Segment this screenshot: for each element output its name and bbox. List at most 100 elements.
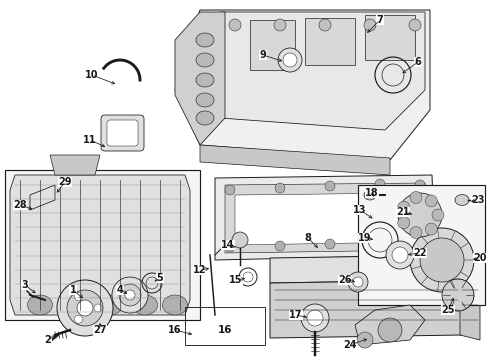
Polygon shape (459, 255, 479, 340)
Circle shape (318, 19, 330, 31)
Circle shape (363, 19, 375, 31)
Text: 10: 10 (85, 70, 99, 80)
Circle shape (385, 241, 413, 269)
Text: 12: 12 (193, 265, 206, 275)
Text: 11: 11 (83, 135, 97, 145)
Polygon shape (10, 175, 190, 315)
Text: 22: 22 (412, 248, 426, 258)
Circle shape (125, 290, 135, 300)
Circle shape (408, 19, 420, 31)
Ellipse shape (62, 295, 87, 315)
Polygon shape (175, 12, 224, 145)
Circle shape (356, 332, 372, 348)
Circle shape (431, 209, 443, 221)
Circle shape (274, 183, 285, 193)
Circle shape (112, 277, 148, 313)
Text: 26: 26 (338, 275, 351, 285)
FancyBboxPatch shape (101, 115, 143, 151)
Circle shape (441, 279, 473, 311)
Circle shape (352, 277, 362, 287)
Text: 17: 17 (289, 310, 302, 320)
Polygon shape (354, 305, 424, 345)
Text: 25: 25 (440, 305, 454, 315)
Circle shape (397, 217, 409, 229)
Text: 27: 27 (93, 325, 106, 335)
Text: 16: 16 (217, 325, 232, 335)
Ellipse shape (27, 295, 52, 315)
Circle shape (425, 195, 436, 207)
Ellipse shape (363, 190, 375, 200)
Polygon shape (175, 10, 429, 160)
Text: 2: 2 (44, 335, 51, 345)
Text: 13: 13 (352, 205, 366, 215)
Text: 4: 4 (116, 285, 123, 295)
Circle shape (278, 48, 302, 72)
Circle shape (397, 201, 409, 213)
Circle shape (74, 315, 82, 323)
Circle shape (119, 284, 141, 306)
Circle shape (231, 232, 247, 248)
Circle shape (409, 226, 421, 239)
Circle shape (228, 19, 241, 31)
Circle shape (397, 193, 441, 237)
Text: 6: 6 (414, 57, 421, 67)
Circle shape (374, 237, 384, 247)
Polygon shape (50, 155, 100, 175)
Circle shape (274, 241, 285, 251)
Text: 24: 24 (343, 340, 356, 350)
Bar (184, 307, 264, 345)
Text: 19: 19 (358, 233, 371, 243)
Bar (357, 185, 484, 305)
FancyBboxPatch shape (107, 120, 138, 146)
Circle shape (74, 293, 82, 301)
Polygon shape (364, 15, 414, 60)
Polygon shape (235, 193, 415, 245)
Circle shape (377, 318, 401, 342)
Circle shape (283, 53, 296, 67)
Ellipse shape (97, 295, 122, 315)
Circle shape (224, 242, 235, 252)
Polygon shape (305, 18, 354, 65)
Text: 14: 14 (221, 240, 234, 250)
Ellipse shape (454, 194, 468, 206)
Circle shape (414, 235, 424, 245)
Text: 15: 15 (229, 275, 242, 285)
Text: 16: 16 (168, 325, 182, 335)
Circle shape (425, 223, 436, 235)
Ellipse shape (196, 33, 214, 47)
Ellipse shape (196, 93, 214, 107)
Circle shape (306, 310, 323, 326)
Text: 28: 28 (13, 200, 27, 210)
Circle shape (57, 280, 113, 336)
Circle shape (301, 304, 328, 332)
Polygon shape (224, 183, 426, 253)
Text: 1: 1 (69, 285, 76, 295)
Text: 9: 9 (259, 50, 266, 60)
Circle shape (273, 19, 285, 31)
Circle shape (409, 192, 421, 203)
Circle shape (67, 290, 103, 326)
Ellipse shape (162, 295, 187, 315)
Text: 3: 3 (21, 280, 28, 290)
Circle shape (374, 179, 384, 189)
Circle shape (325, 239, 334, 249)
Polygon shape (200, 145, 389, 175)
Text: 18: 18 (365, 188, 378, 198)
Polygon shape (215, 175, 434, 260)
Polygon shape (269, 280, 461, 338)
Text: 7: 7 (376, 15, 383, 25)
Circle shape (224, 185, 235, 195)
Polygon shape (269, 255, 461, 283)
Circle shape (325, 181, 334, 191)
Ellipse shape (196, 73, 214, 87)
Text: 20: 20 (472, 253, 486, 263)
Text: 21: 21 (395, 207, 409, 217)
Polygon shape (220, 12, 424, 130)
Circle shape (419, 238, 463, 282)
Text: 23: 23 (470, 195, 484, 205)
Ellipse shape (196, 111, 214, 125)
Circle shape (77, 300, 93, 316)
Ellipse shape (196, 53, 214, 67)
Circle shape (414, 180, 424, 190)
Circle shape (409, 228, 473, 292)
